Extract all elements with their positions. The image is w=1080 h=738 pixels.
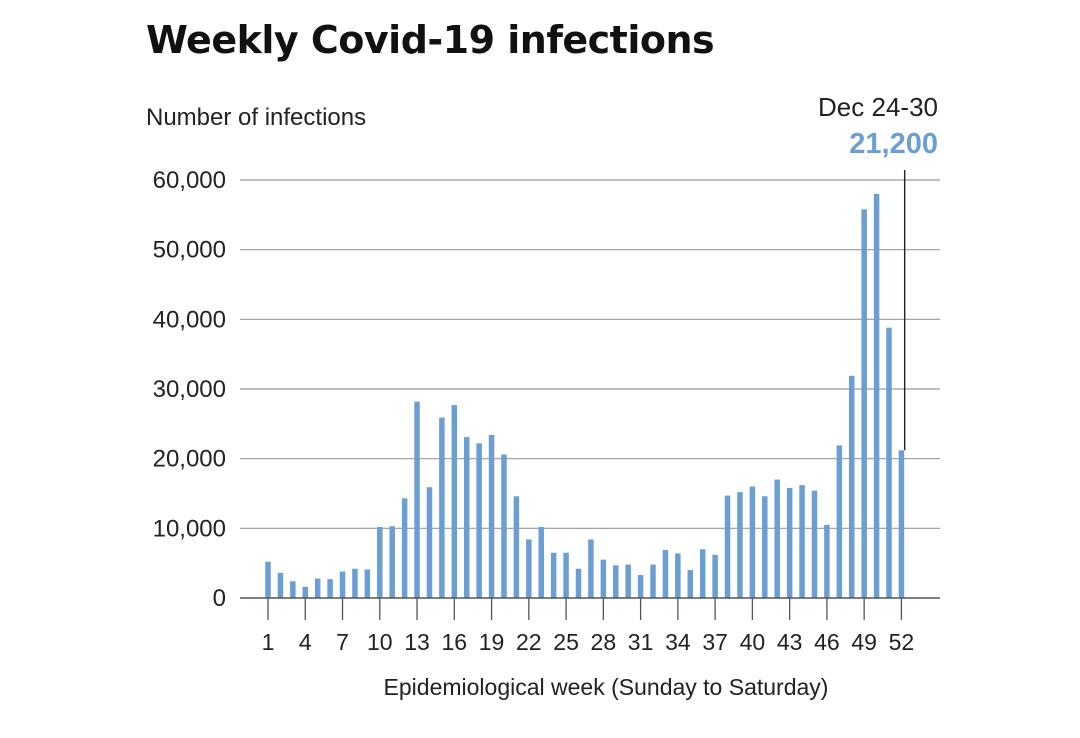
bar: [861, 209, 867, 598]
bar: [265, 561, 271, 598]
bar: [550, 552, 557, 598]
bar: [848, 375, 855, 598]
bar: [824, 524, 830, 598]
bar: [712, 554, 718, 598]
x-tick-label: 10: [367, 629, 393, 655]
bar: [699, 549, 706, 598]
bar: [364, 569, 371, 598]
bar: [687, 570, 694, 598]
bar: [637, 575, 644, 598]
y-tick-label: 0: [213, 585, 226, 612]
bar: [898, 450, 905, 598]
x-tick-label: 40: [740, 629, 766, 655]
bar: [600, 559, 607, 598]
bar: [314, 578, 321, 598]
bar: [886, 327, 892, 598]
y-tick-label: 30,000: [153, 376, 226, 403]
bar: [426, 487, 433, 598]
bar: [836, 445, 843, 598]
bar: [513, 496, 520, 598]
bar: [377, 526, 383, 598]
x-tick-label: 25: [553, 629, 579, 655]
bar: [786, 487, 793, 598]
x-tick-label: 13: [404, 629, 430, 655]
bar: [538, 526, 544, 598]
y-axis-label: Number of infections: [146, 104, 367, 131]
y-tick-labels: 0 10,000 20,000 30,000 40,000 50,000 60,000: [153, 167, 226, 612]
x-axis-label: Epidemiological week (Sunday to Saturday…: [383, 674, 829, 700]
bar: [414, 401, 420, 598]
bar: [625, 564, 631, 598]
bar: [501, 454, 507, 598]
y-tick-label: 50,000: [153, 237, 226, 264]
y-tick-label: 40,000: [153, 306, 226, 333]
bar: [575, 568, 582, 598]
x-tick-label: 19: [479, 629, 505, 655]
y-tick-label: 60,000: [153, 167, 226, 194]
bar: [811, 490, 818, 598]
bar: [302, 586, 309, 598]
bar: [439, 417, 445, 598]
x-tick-label: 46: [814, 629, 840, 655]
bar: [563, 552, 569, 598]
bar: [476, 443, 482, 598]
bar: [873, 193, 880, 598]
bar: [749, 486, 756, 598]
bar: [277, 572, 284, 598]
bar: [799, 485, 805, 598]
bars: [265, 193, 905, 598]
bar: [339, 571, 346, 598]
x-tick-label: 37: [702, 629, 728, 655]
bar: [352, 568, 358, 598]
bar: [762, 496, 768, 598]
x-tick-label: 1: [262, 629, 275, 655]
y-tick-label: 20,000: [153, 446, 226, 473]
bar: [290, 581, 296, 598]
bar: [389, 526, 395, 598]
y-tick-label: 10,000: [153, 515, 226, 542]
bar: [675, 553, 681, 598]
bar: [401, 498, 408, 598]
bar: [463, 437, 470, 598]
bar: [774, 479, 780, 598]
x-tick-label: 43: [777, 629, 803, 655]
bar: [327, 579, 333, 598]
x-tick-label: 28: [591, 629, 617, 655]
x-axis: [240, 597, 940, 620]
x-tick-label: 16: [442, 629, 468, 655]
x-tick-labels: 1 4 7 10 13 16 19 22 25 28 31 34 37 40 43 46 49 52: [262, 629, 915, 655]
gridlines: [240, 179, 940, 529]
bar: [737, 492, 743, 598]
bar: [662, 549, 669, 598]
annotation-value: 21,200: [849, 128, 938, 160]
bar: [588, 539, 594, 598]
x-tick-label: 31: [628, 629, 654, 655]
bar: [488, 434, 495, 598]
bar: [650, 564, 656, 598]
x-tick-label: 7: [336, 629, 349, 655]
x-tick-label: 4: [299, 629, 312, 655]
bar: [451, 405, 458, 598]
annotation-date: Dec 24-30: [818, 92, 938, 122]
bar: [724, 495, 731, 598]
x-tick-label: 34: [665, 629, 691, 655]
x-tick-label: 49: [851, 629, 877, 655]
x-tick-label: 22: [516, 629, 542, 655]
chart-title: Weekly Covid-19 infections: [146, 18, 715, 62]
bar: [526, 539, 532, 598]
x-tick-label: 52: [889, 629, 915, 655]
bar: [613, 565, 619, 598]
